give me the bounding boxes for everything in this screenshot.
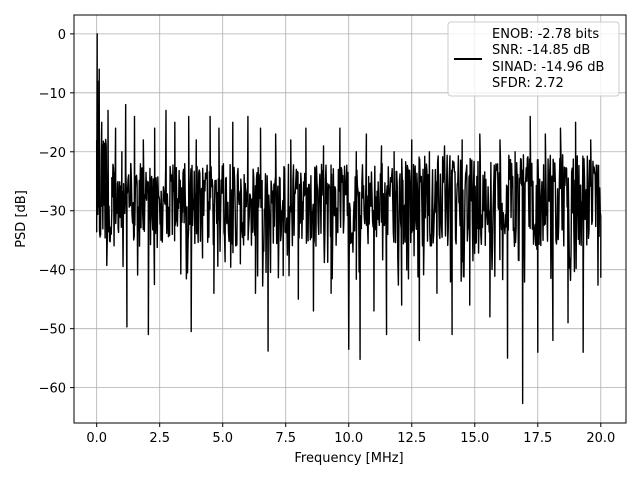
y-tick-label: −40 <box>39 264 66 279</box>
legend-box <box>447 21 620 97</box>
legend-enob: ENOB: -2.78 bits <box>492 27 599 42</box>
x-axis-label: Frequency [MHz] <box>294 451 403 466</box>
y-tick-label: −10 <box>39 87 66 102</box>
legend-snr: SNR: -14.85 dB <box>492 43 590 58</box>
y-tick-label: −50 <box>39 323 66 338</box>
y-tick-label: −30 <box>39 205 66 220</box>
x-tick-label: 5.0 <box>212 431 233 446</box>
legend-sfdr: SFDR: 2.72 <box>492 76 564 91</box>
series-layer <box>95 33 602 405</box>
x-tick-label: 10.0 <box>334 431 363 446</box>
y-axis-label: PSD [dB] <box>14 190 29 248</box>
x-tick-label: 17.5 <box>523 431 552 446</box>
x-tick-label: 15.0 <box>460 431 489 446</box>
x-tick-label: 0.0 <box>86 431 107 446</box>
x-tick-label: 2.5 <box>149 431 170 446</box>
x-ticks: 0.0 2.5 5.0 7.5 10.0 12.5 15.0 17.5 20.0 <box>86 423 615 446</box>
x-tick-label: 20.0 <box>586 431 615 446</box>
x-tick-label: 12.5 <box>397 431 426 446</box>
y-tick-label: −20 <box>39 146 66 161</box>
x-tick-label: 7.5 <box>275 431 296 446</box>
y-ticks: 0 −10 −20 −30 −40 −50 −60 <box>39 28 74 397</box>
psd-series-line <box>95 33 602 405</box>
plot-area-frame <box>73 14 627 424</box>
legend-sinad: SINAD: -14.96 dB <box>492 60 604 75</box>
y-tick-label: −60 <box>39 382 66 397</box>
legend: ENOB: -2.78 bits SNR: -14.85 dB SINAD: -… <box>447 21 620 97</box>
y-tick-label: 0 <box>58 28 66 43</box>
